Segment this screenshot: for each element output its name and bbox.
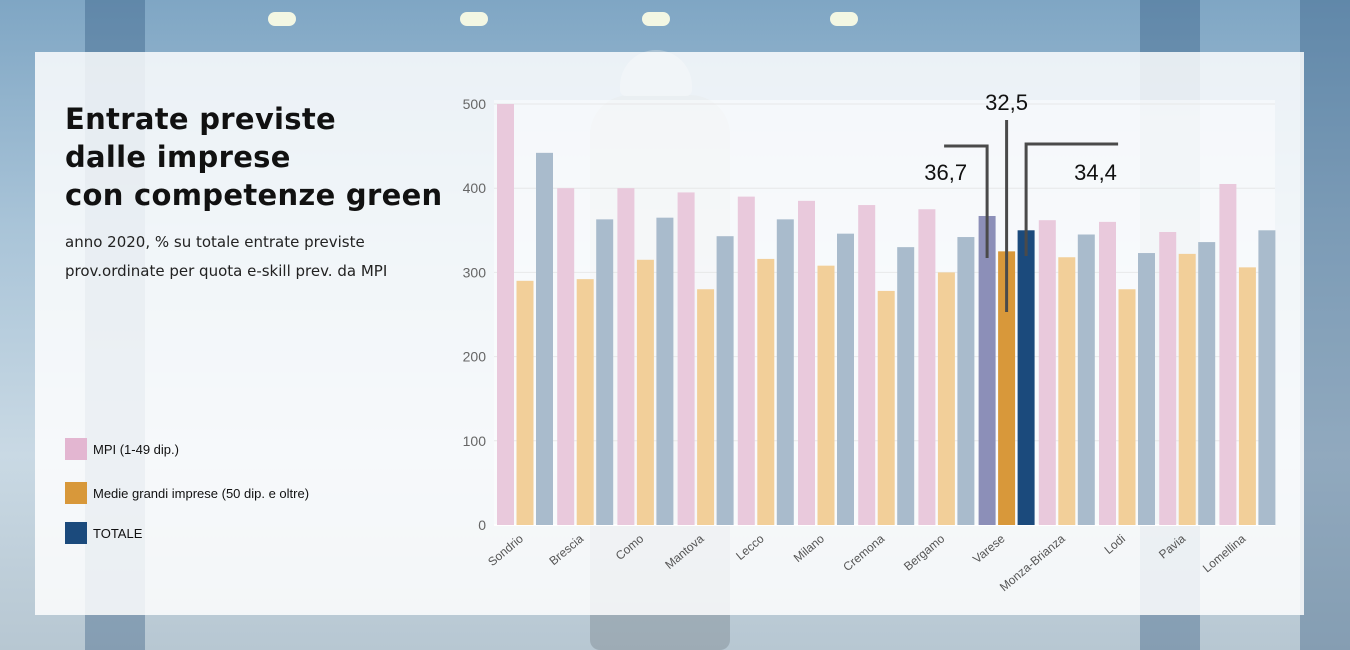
bar-medie (636, 259, 654, 525)
background-pillar (1300, 0, 1350, 650)
bar-medie (757, 258, 775, 525)
bar-totale (957, 237, 975, 525)
bar-medie (998, 251, 1016, 525)
bar-totale (656, 217, 674, 526)
x-tick-label: Monza-Brianza (997, 531, 1068, 594)
bar-medie (576, 279, 594, 525)
bar-totale (837, 233, 854, 525)
bar-medie (937, 272, 955, 525)
bar-mpi (1038, 220, 1056, 526)
background-lamp (268, 12, 296, 26)
bar-mpi (677, 192, 695, 525)
bar-mpi (497, 104, 514, 525)
bar-totale (1138, 253, 1155, 525)
bar-mpi (978, 215, 996, 525)
x-tick-label: Cremona (840, 531, 887, 574)
bar-totale (536, 152, 553, 525)
callouts (944, 120, 1119, 312)
y-tick-label: 100 (463, 433, 487, 449)
legend-swatch-mpi (65, 438, 87, 460)
y-tick-label: 300 (463, 264, 487, 280)
bar-mpi (798, 200, 815, 525)
annotation-mpi: 36,7 (924, 160, 967, 185)
bar-medie (1178, 253, 1196, 525)
background-lamp (830, 12, 858, 26)
x-tick-label: Como (613, 531, 647, 563)
x-tick-label: Brescia (546, 531, 586, 568)
y-tick-label: 0 (478, 517, 486, 533)
legend-item-totale: TOTALE (65, 522, 142, 544)
x-tick-label: Sondrio (485, 531, 526, 569)
x-tick-label: Varese (970, 531, 1008, 566)
bar-medie (697, 289, 715, 525)
y-tick-label: 400 (463, 180, 487, 196)
bar-mpi (1159, 231, 1177, 525)
bar-mpi (737, 196, 755, 525)
title-line: Entrate previste (65, 102, 336, 136)
bar-totale (716, 236, 734, 525)
title-line: dalle imprese (65, 140, 291, 174)
chart-title: Entrate previste dalle imprese con compe… (65, 100, 442, 214)
bar-totale (1077, 234, 1095, 525)
callout-line-totale (1024, 142, 1119, 256)
x-tick-label: Pavia (1156, 531, 1188, 561)
bar-medie (877, 290, 895, 525)
x-tick-label: Mantova (662, 531, 707, 572)
subtitle-line: anno 2020, % su totale entrate previste (65, 233, 365, 251)
bar-mpi (858, 205, 876, 526)
bar-mpi (557, 188, 575, 525)
background-lamp (642, 12, 670, 26)
bar-mpi (1219, 183, 1237, 526)
legend-swatch-totale (65, 522, 87, 544)
annotation-medie: 32,5 (985, 90, 1028, 115)
x-tick-label: Milano (791, 531, 827, 565)
legend-label-mpi: MPI (1-49 dip.) (93, 441, 179, 457)
legend-label-medie: Medie grandi imprese (50 dip. e oltre) (93, 485, 310, 501)
title-line: con competenze green (65, 178, 443, 212)
background-lamp (460, 12, 488, 26)
chart-subtitle: anno 2020, % su totale entrate previste … (65, 228, 387, 286)
y-tick-label: 200 (463, 349, 487, 365)
bar-medie (1238, 267, 1256, 525)
bar-mpi (1099, 221, 1116, 525)
x-tick-label: Lomellina (1200, 531, 1249, 575)
bar-medie (817, 265, 835, 525)
bar-totale (1198, 242, 1216, 525)
bar-medie (1058, 257, 1076, 525)
y-tick-label: 500 (463, 96, 487, 112)
legend-swatch-medie (65, 482, 87, 504)
legend-item-mpi: MPI (1-49 dip.) (65, 438, 179, 460)
bar-totale (1017, 230, 1035, 526)
subtitle-line: prov.ordinate per quota e-skill prev. da… (65, 262, 388, 280)
bar-mpi (918, 209, 936, 525)
bar-totale (1258, 230, 1276, 526)
bar-medie (1118, 289, 1136, 525)
annotation-totale: 34,4 (1074, 160, 1117, 185)
bar-totale (596, 219, 614, 525)
legend-label-totale: TOTALE (93, 525, 143, 541)
bar-totale (897, 247, 915, 525)
legend-item-medie: Medie grandi imprese (50 dip. e oltre) (65, 482, 309, 504)
bar-medie (516, 280, 534, 525)
bar-totale (776, 219, 794, 525)
x-tick-label: Lecco (733, 531, 767, 563)
bar-mpi (617, 188, 635, 525)
x-tick-label: Bergamo (901, 531, 948, 573)
callout-line-mpi (944, 144, 989, 258)
x-tick-label: Lodi (1102, 532, 1128, 557)
